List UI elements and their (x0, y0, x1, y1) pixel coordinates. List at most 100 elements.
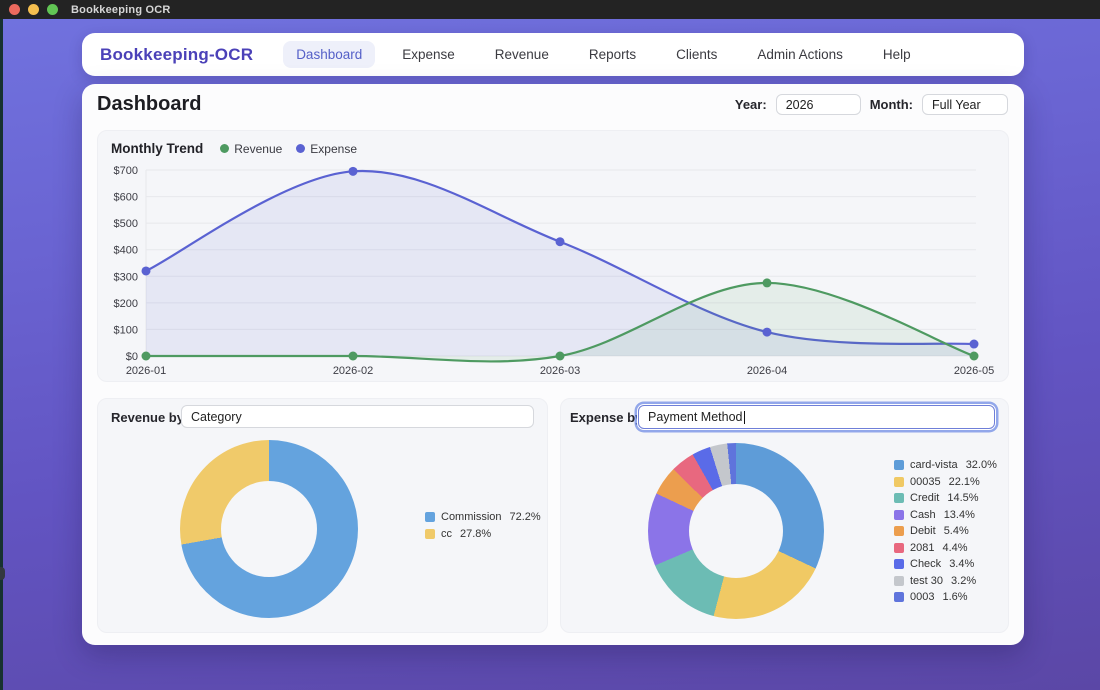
legend-label: Credit (910, 492, 940, 504)
nav-item-admin-actions[interactable]: Admin Actions (757, 47, 843, 62)
legend-dot-icon (296, 144, 306, 153)
revenue-by-select[interactable]: Category (181, 405, 534, 428)
legend-swatch-icon (894, 460, 904, 470)
donut-legend-item-00035: 00035 22.1% (894, 476, 997, 488)
nav-item-clients[interactable]: Clients (676, 47, 718, 62)
donut-legend-item-0003: 0003 1.6% (894, 591, 997, 603)
monthly-trend-panel: $0 $100 $200 $300 $400 $500 $600 $700 2026-01 202… (97, 130, 1009, 382)
revenue-by-select-value: Category (191, 409, 242, 424)
donut-legend-item-debit: Debit 5.4% (894, 525, 997, 537)
window-titlebar: Bookkeeping OCR (0, 0, 1100, 19)
page-title: Dashboard (97, 93, 202, 115)
filters: Year: Month: Full Year (735, 94, 1008, 115)
donut-legend-item-cc: cc 27.8% (425, 528, 541, 540)
legend-percent: 3.2% (951, 574, 977, 587)
svg-text:$500: $500 (114, 218, 138, 230)
minimize-window-icon[interactable] (28, 4, 39, 15)
legend-label: cc (441, 528, 452, 540)
donut-legend-item-cash: Cash 13.4% (894, 509, 997, 521)
legend-percent: 27.8% (460, 528, 492, 540)
close-window-icon[interactable] (9, 4, 20, 15)
monthly-trend-chart: $0 $100 $200 $300 $400 $500 $600 $700 2026-01 202… (114, 165, 995, 377)
expense-by-select-value: Payment Method (648, 410, 743, 424)
monthly-trend-header: Monthly Trend Revenue Expense (111, 141, 357, 156)
nav-links: Dashboard Expense Revenue Reports Clients Adm… (283, 41, 924, 68)
svg-text:$600: $600 (114, 192, 138, 204)
svg-text:2026-04: 2026-04 (747, 365, 787, 377)
legend-percent: 72.2% (509, 511, 541, 523)
monthly-trend-legend: Revenue Expense (220, 142, 357, 156)
svg-text:$300: $300 (114, 271, 138, 283)
svg-text:$200: $200 (114, 298, 138, 310)
legend-dot-icon (220, 144, 230, 153)
expense-donut-hole (689, 484, 783, 578)
nav-item-expense[interactable]: Expense (402, 47, 455, 62)
legend-label: test 30 (910, 574, 944, 587)
legend-swatch-icon (894, 575, 904, 586)
dashboard-header: Dashboard Year: Month: Full Year (82, 84, 1024, 116)
legend-label: card-vista (910, 459, 958, 471)
svg-text:2026-01: 2026-01 (126, 365, 166, 377)
legend-swatch-icon (425, 512, 435, 522)
traffic-lights (9, 4, 58, 15)
legend-swatch-icon (894, 559, 904, 569)
maximize-window-icon[interactable] (47, 4, 58, 15)
legend-label: Commission (441, 511, 502, 523)
svg-text:2026-05: 2026-05 (954, 365, 994, 377)
donut-legend-item-card-vista: card-vista 32.0% (894, 459, 997, 471)
legend-label: Check (910, 558, 942, 570)
text-cursor (743, 410, 745, 424)
legend-swatch-icon (894, 509, 904, 520)
svg-text:2026-03: 2026-03 (540, 365, 580, 377)
nav-item-help[interactable]: Help (882, 47, 911, 62)
dashboard-card: Dashboard Year: Month: Full Year $0$100$… (82, 84, 1024, 645)
month-select[interactable]: Full Year (922, 94, 1008, 115)
legend-swatch-icon (425, 529, 435, 539)
legend-swatch-icon (894, 592, 904, 602)
legend-label: Cash (910, 508, 936, 521)
nav-item-revenue[interactable]: Revenue (494, 47, 549, 62)
donut-legend-item-check: Check 3.4% (894, 558, 997, 570)
monthly-trend-title: Monthly Trend (111, 141, 204, 156)
revenue-by-label: Revenue by: (111, 410, 189, 425)
year-input[interactable] (775, 94, 861, 115)
legend-swatch-icon (894, 542, 904, 553)
donut-legend-item-test-30: test 30 3.2% (894, 575, 997, 587)
screen-edge-artifact (0, 567, 5, 580)
revenue-breakdown-panel: Revenue by: Category Commission 72.2% cc 27… (97, 398, 548, 633)
legend-label: 2081 (910, 541, 935, 554)
revenue-donut-hole (221, 481, 317, 577)
donut-legend-item-commission: Commission 72.2% (425, 511, 541, 523)
svg-text:$0: $0 (126, 351, 138, 363)
legend-percent: 5.4% (943, 525, 969, 537)
screen-edge-strip (0, 19, 3, 690)
expense-breakdown-panel: Expense by: Payment Method card-vista 32.… (560, 398, 1009, 633)
navbar: Bookkeeping-OCR Dashboard Expense Revenue R… (82, 33, 1024, 76)
legend-label: Expense (310, 141, 357, 156)
legend-swatch-icon (894, 493, 904, 503)
trend-legend-item-revenue: Revenue (220, 142, 282, 156)
legend-percent: 13.4% (943, 508, 975, 521)
expense-donut-legend: card-vista 32.0% 00035 22.1% Credit 14.5% Cash… (894, 459, 997, 603)
donut-legend-item-2081: 2081 4.4% (894, 542, 997, 554)
nav-item-reports[interactable]: Reports (588, 47, 637, 62)
svg-text:$400: $400 (114, 245, 138, 257)
legend-label: Debit (910, 525, 936, 537)
app-brand: Bookkeeping-OCR (100, 44, 254, 64)
legend-percent: 14.5% (947, 492, 979, 504)
expense-by-label: Expense by: (570, 410, 647, 425)
legend-percent: 3.4% (949, 558, 975, 570)
expense-by-select[interactable]: Payment Method (638, 405, 995, 429)
year-label: Year: (734, 97, 767, 112)
donut-legend-item-credit: Credit 14.5% (894, 492, 997, 504)
nav-item-dashboard[interactable]: Dashboard (283, 41, 376, 68)
window-title: Bookkeeping OCR (71, 3, 171, 16)
trend-legend-item-expense: Expense (296, 142, 357, 156)
month-label: Month: (869, 97, 913, 112)
svg-text:$100: $100 (114, 324, 138, 336)
month-select-value: Full Year (932, 97, 981, 112)
legend-label: Revenue (234, 141, 283, 156)
legend-percent: 4.4% (942, 541, 968, 554)
svg-text:$700: $700 (114, 165, 138, 177)
legend-swatch-icon (894, 476, 904, 487)
